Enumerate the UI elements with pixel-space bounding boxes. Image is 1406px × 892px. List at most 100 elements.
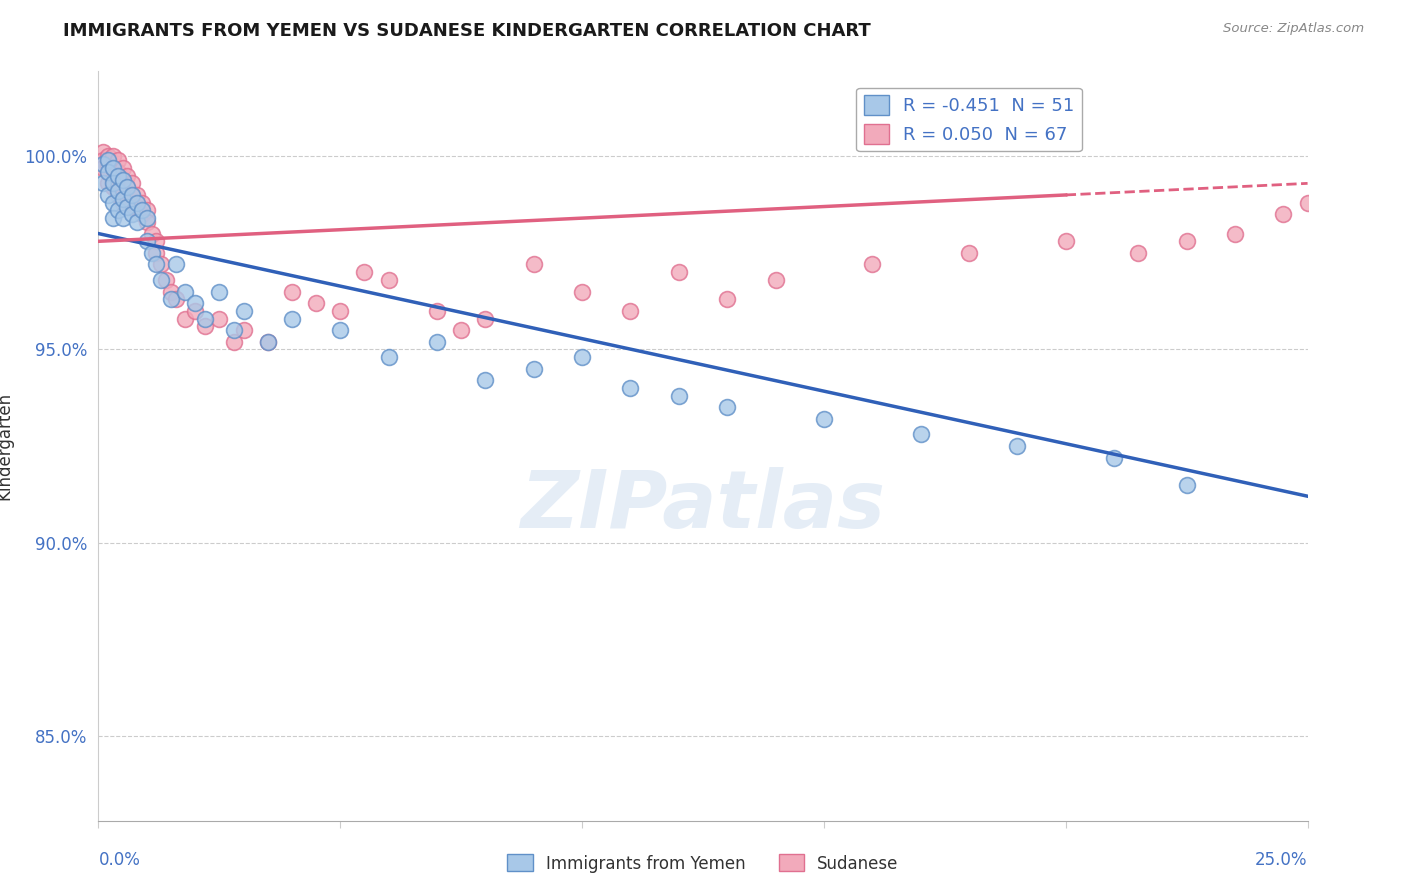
Point — [474, 311, 496, 326]
Point — [450, 323, 472, 337]
Point — [165, 292, 187, 306]
Point — [353, 265, 375, 279]
Point — [107, 188, 129, 202]
Point — [91, 145, 114, 160]
Text: ZIPatlas: ZIPatlas — [520, 467, 886, 545]
Point — [523, 361, 546, 376]
Point — [127, 200, 149, 214]
Point — [91, 177, 114, 191]
Point — [256, 334, 278, 349]
Point — [232, 303, 254, 318]
Point — [141, 246, 163, 260]
Point — [860, 257, 883, 271]
Point — [107, 177, 129, 191]
Point — [377, 350, 399, 364]
Point — [1007, 439, 1029, 453]
Point — [131, 207, 153, 221]
Point — [1223, 227, 1246, 241]
Point — [957, 246, 980, 260]
Point — [1175, 235, 1198, 249]
Point — [111, 172, 134, 186]
Point — [135, 215, 157, 229]
Legend: R = -0.451  N = 51, R = 0.050  N = 67: R = -0.451 N = 51, R = 0.050 N = 67 — [856, 88, 1081, 151]
Point — [91, 153, 114, 168]
Point — [97, 188, 120, 202]
Point — [716, 292, 738, 306]
Point — [165, 257, 187, 271]
Point — [101, 161, 124, 175]
Point — [107, 153, 129, 168]
Point — [101, 177, 124, 191]
Point — [910, 427, 932, 442]
Point — [208, 311, 231, 326]
Point — [668, 389, 690, 403]
Point — [256, 334, 278, 349]
Point — [101, 180, 124, 194]
Point — [194, 319, 217, 334]
Point — [97, 177, 120, 191]
Point — [1272, 207, 1295, 221]
Point — [668, 265, 690, 279]
Point — [121, 200, 143, 214]
Point — [426, 303, 449, 318]
Point — [813, 412, 835, 426]
Point — [101, 211, 124, 226]
Point — [426, 334, 449, 349]
Point — [111, 192, 134, 206]
Point — [619, 303, 641, 318]
Point — [141, 227, 163, 241]
Point — [117, 180, 139, 194]
Point — [111, 184, 134, 198]
Point — [1054, 235, 1077, 249]
Point — [135, 235, 157, 249]
Point — [121, 188, 143, 202]
Point — [305, 296, 328, 310]
Point — [135, 211, 157, 226]
Point — [1128, 246, 1150, 260]
Point — [184, 296, 207, 310]
Point — [145, 246, 167, 260]
Point — [97, 165, 120, 179]
Point — [145, 235, 167, 249]
Point — [281, 285, 304, 299]
Point — [160, 285, 183, 299]
Text: IMMIGRANTS FROM YEMEN VS SUDANESE KINDERGARTEN CORRELATION CHART: IMMIGRANTS FROM YEMEN VS SUDANESE KINDER… — [63, 22, 872, 40]
Text: 25.0%: 25.0% — [1256, 851, 1308, 869]
Point — [107, 169, 129, 183]
Point — [160, 292, 183, 306]
Point — [117, 192, 139, 206]
Point — [97, 165, 120, 179]
Point — [107, 165, 129, 179]
Point — [91, 157, 114, 171]
Point — [127, 188, 149, 202]
Point — [121, 188, 143, 202]
Point — [474, 373, 496, 387]
Point — [329, 303, 352, 318]
Y-axis label: Kindergarten: Kindergarten — [0, 392, 13, 500]
Point — [91, 161, 114, 175]
Point — [765, 273, 787, 287]
Point — [97, 153, 120, 168]
Point — [111, 172, 134, 186]
Point — [101, 161, 124, 175]
Point — [174, 285, 197, 299]
Point — [111, 161, 134, 175]
Point — [107, 184, 129, 198]
Point — [232, 323, 254, 337]
Point — [97, 157, 120, 171]
Legend: Immigrants from Yemen, Sudanese: Immigrants from Yemen, Sudanese — [501, 847, 905, 880]
Point — [150, 257, 173, 271]
Point — [194, 311, 217, 326]
Point — [121, 177, 143, 191]
Point — [101, 172, 124, 186]
Point — [222, 323, 245, 337]
Point — [101, 149, 124, 163]
Point — [571, 285, 593, 299]
Point — [145, 257, 167, 271]
Point — [222, 334, 245, 349]
Point — [571, 350, 593, 364]
Point — [121, 207, 143, 221]
Point — [117, 169, 139, 183]
Point — [131, 195, 153, 210]
Point — [1296, 195, 1319, 210]
